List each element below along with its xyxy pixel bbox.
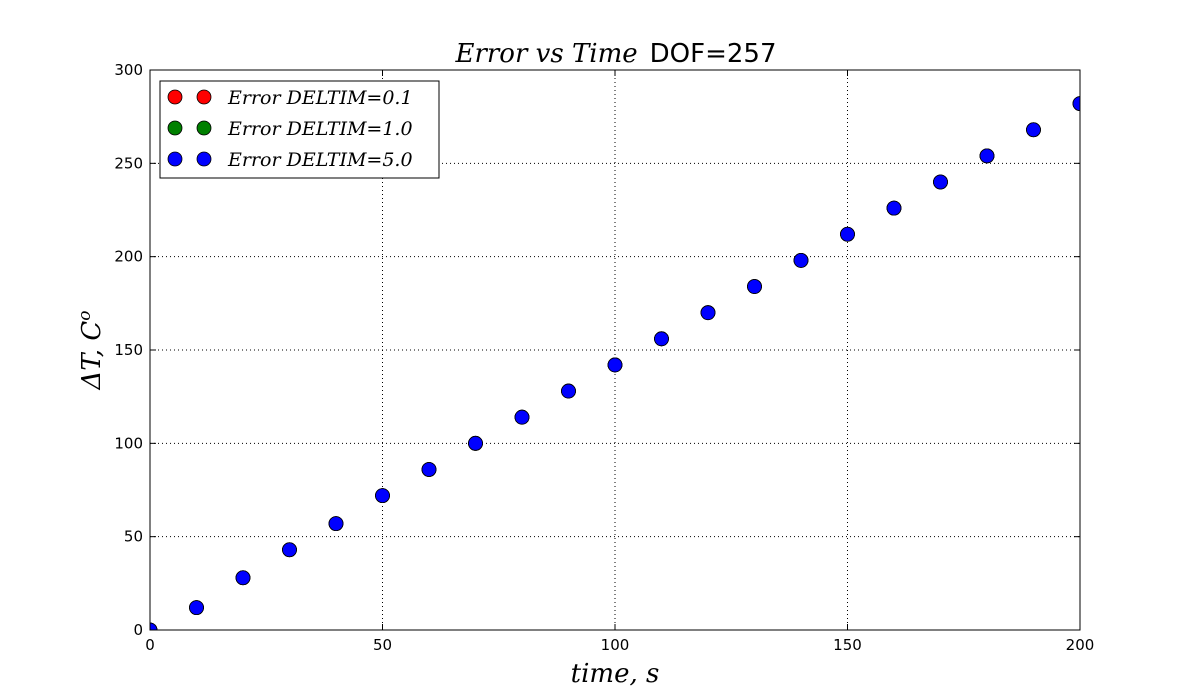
data-point <box>468 435 483 451</box>
data-point <box>793 252 809 268</box>
data-point <box>979 148 995 164</box>
chart-title-math: Error vs Time <box>454 39 637 69</box>
legend-marker <box>167 89 183 105</box>
legend-label: Error DELTIM=5.0 <box>227 149 413 171</box>
y-tick-label: 50 <box>124 528 143 546</box>
y-axis-label-superscript: o <box>75 311 95 321</box>
legend-marker <box>196 151 212 167</box>
series-layer <box>150 96 1080 630</box>
y-tick-label: 0 <box>133 621 143 639</box>
x-tick-label: 100 <box>601 636 630 654</box>
legend-label: Error DELTIM=0.1 <box>227 87 413 109</box>
data-point <box>282 542 297 558</box>
data-point <box>1026 122 1041 138</box>
legend-marker <box>167 151 183 167</box>
data-point <box>607 357 623 373</box>
y-tick-label: 100 <box>114 434 143 452</box>
y-tick-label: 150 <box>114 341 143 359</box>
data-point <box>235 570 251 586</box>
x-tick-label: 50 <box>373 636 392 654</box>
data-point <box>1072 96 1080 111</box>
series-3 <box>150 96 1080 630</box>
legend-label: Error DELTIM=1.0 <box>227 118 413 140</box>
y-tick-label: 250 <box>114 154 143 172</box>
legend-entry-1: Error DELTIM=0.1 <box>167 87 413 109</box>
x-axis-label: time, s <box>571 659 660 689</box>
data-point <box>561 383 576 399</box>
chart-title: Error vs Time DOF=257 <box>454 39 776 69</box>
y-tick-label: 300 <box>114 61 143 79</box>
data-point <box>747 279 762 294</box>
y-axis-label-main: ΔT, C <box>77 321 107 391</box>
data-point <box>700 305 716 321</box>
data-point <box>886 200 902 216</box>
x-tick-label: 200 <box>1066 636 1095 654</box>
legend-marker <box>167 120 183 136</box>
data-point <box>150 622 158 630</box>
data-point <box>189 600 204 615</box>
x-tick-label: 150 <box>833 636 862 654</box>
y-tick-label: 200 <box>114 248 143 266</box>
data-point <box>421 462 437 477</box>
data-point <box>840 226 855 242</box>
chart-title-plain: DOF=257 <box>650 39 777 69</box>
data-point <box>654 331 669 347</box>
x-tick-label: 0 <box>145 636 155 654</box>
data-point <box>328 516 344 531</box>
data-point <box>375 488 390 504</box>
legend: Error DELTIM=0.1 Error DELTIM=1.0 Error DE… <box>159 80 440 179</box>
legend-marker <box>196 120 212 136</box>
legend-marker <box>196 89 212 105</box>
y-axis-label: ΔT, Co <box>75 311 107 391</box>
legend-entry-3: Error DELTIM=5.0 <box>167 149 413 171</box>
data-point <box>933 174 948 190</box>
data-point <box>514 409 530 425</box>
legend-entry-2: Error DELTIM=1.0 <box>167 118 413 140</box>
ticks: 0 50 100 150 200 0 50 100 150 200 250 300 <box>114 61 1094 654</box>
